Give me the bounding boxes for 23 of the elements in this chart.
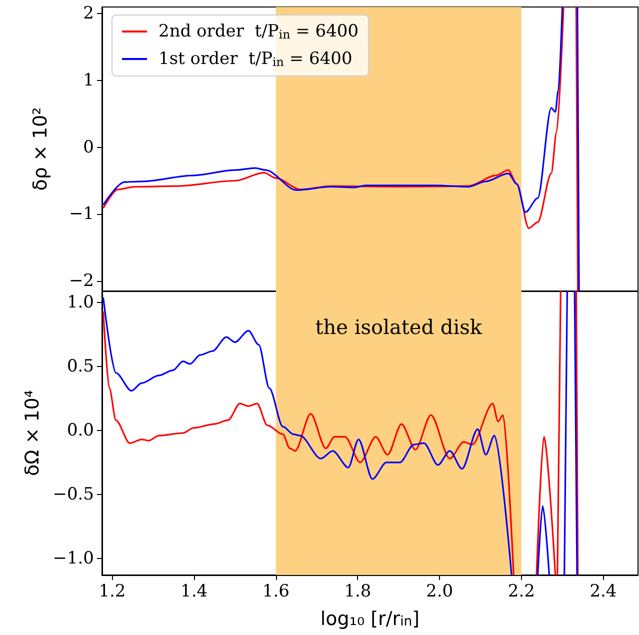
- y-tick-label: −1: [68, 204, 94, 224]
- legend-label: 1st order t/Pin = 6400: [158, 48, 352, 69]
- x-tick-label: 1.6: [262, 582, 290, 602]
- y-tick-label: −2: [68, 270, 94, 291]
- legend-label: 2nd order t/Pin = 6400: [158, 22, 359, 42]
- y-tick-label: 1.0: [66, 292, 94, 313]
- x-tick-label: 2.2: [508, 582, 535, 602]
- x-tick-label: 1.8: [344, 582, 372, 602]
- x-axis-title: log₁₀ [r/rin]: [320, 608, 420, 630]
- x-tick-label: 2.0: [426, 582, 454, 602]
- y-axis-title: δΩ × 10⁴: [21, 390, 44, 476]
- x-tick-label: 1.4: [180, 582, 208, 602]
- y-tick-label: 1: [83, 70, 94, 91]
- x-tick-label: 1.2: [98, 582, 126, 602]
- y-axis-title: δρ × 10²: [30, 107, 52, 191]
- y-tick-label: 0: [83, 137, 94, 158]
- y-tick-label: 2: [83, 4, 94, 24]
- y-tick-label: −0.5: [52, 484, 94, 504]
- y-tick-label: −1.0: [52, 548, 94, 568]
- y-tick-label: 0.0: [66, 420, 94, 440]
- band-label: the isolated disk: [315, 315, 483, 339]
- x-tick-label: 2.4: [590, 582, 617, 602]
- y-tick-label: 0.5: [66, 356, 94, 376]
